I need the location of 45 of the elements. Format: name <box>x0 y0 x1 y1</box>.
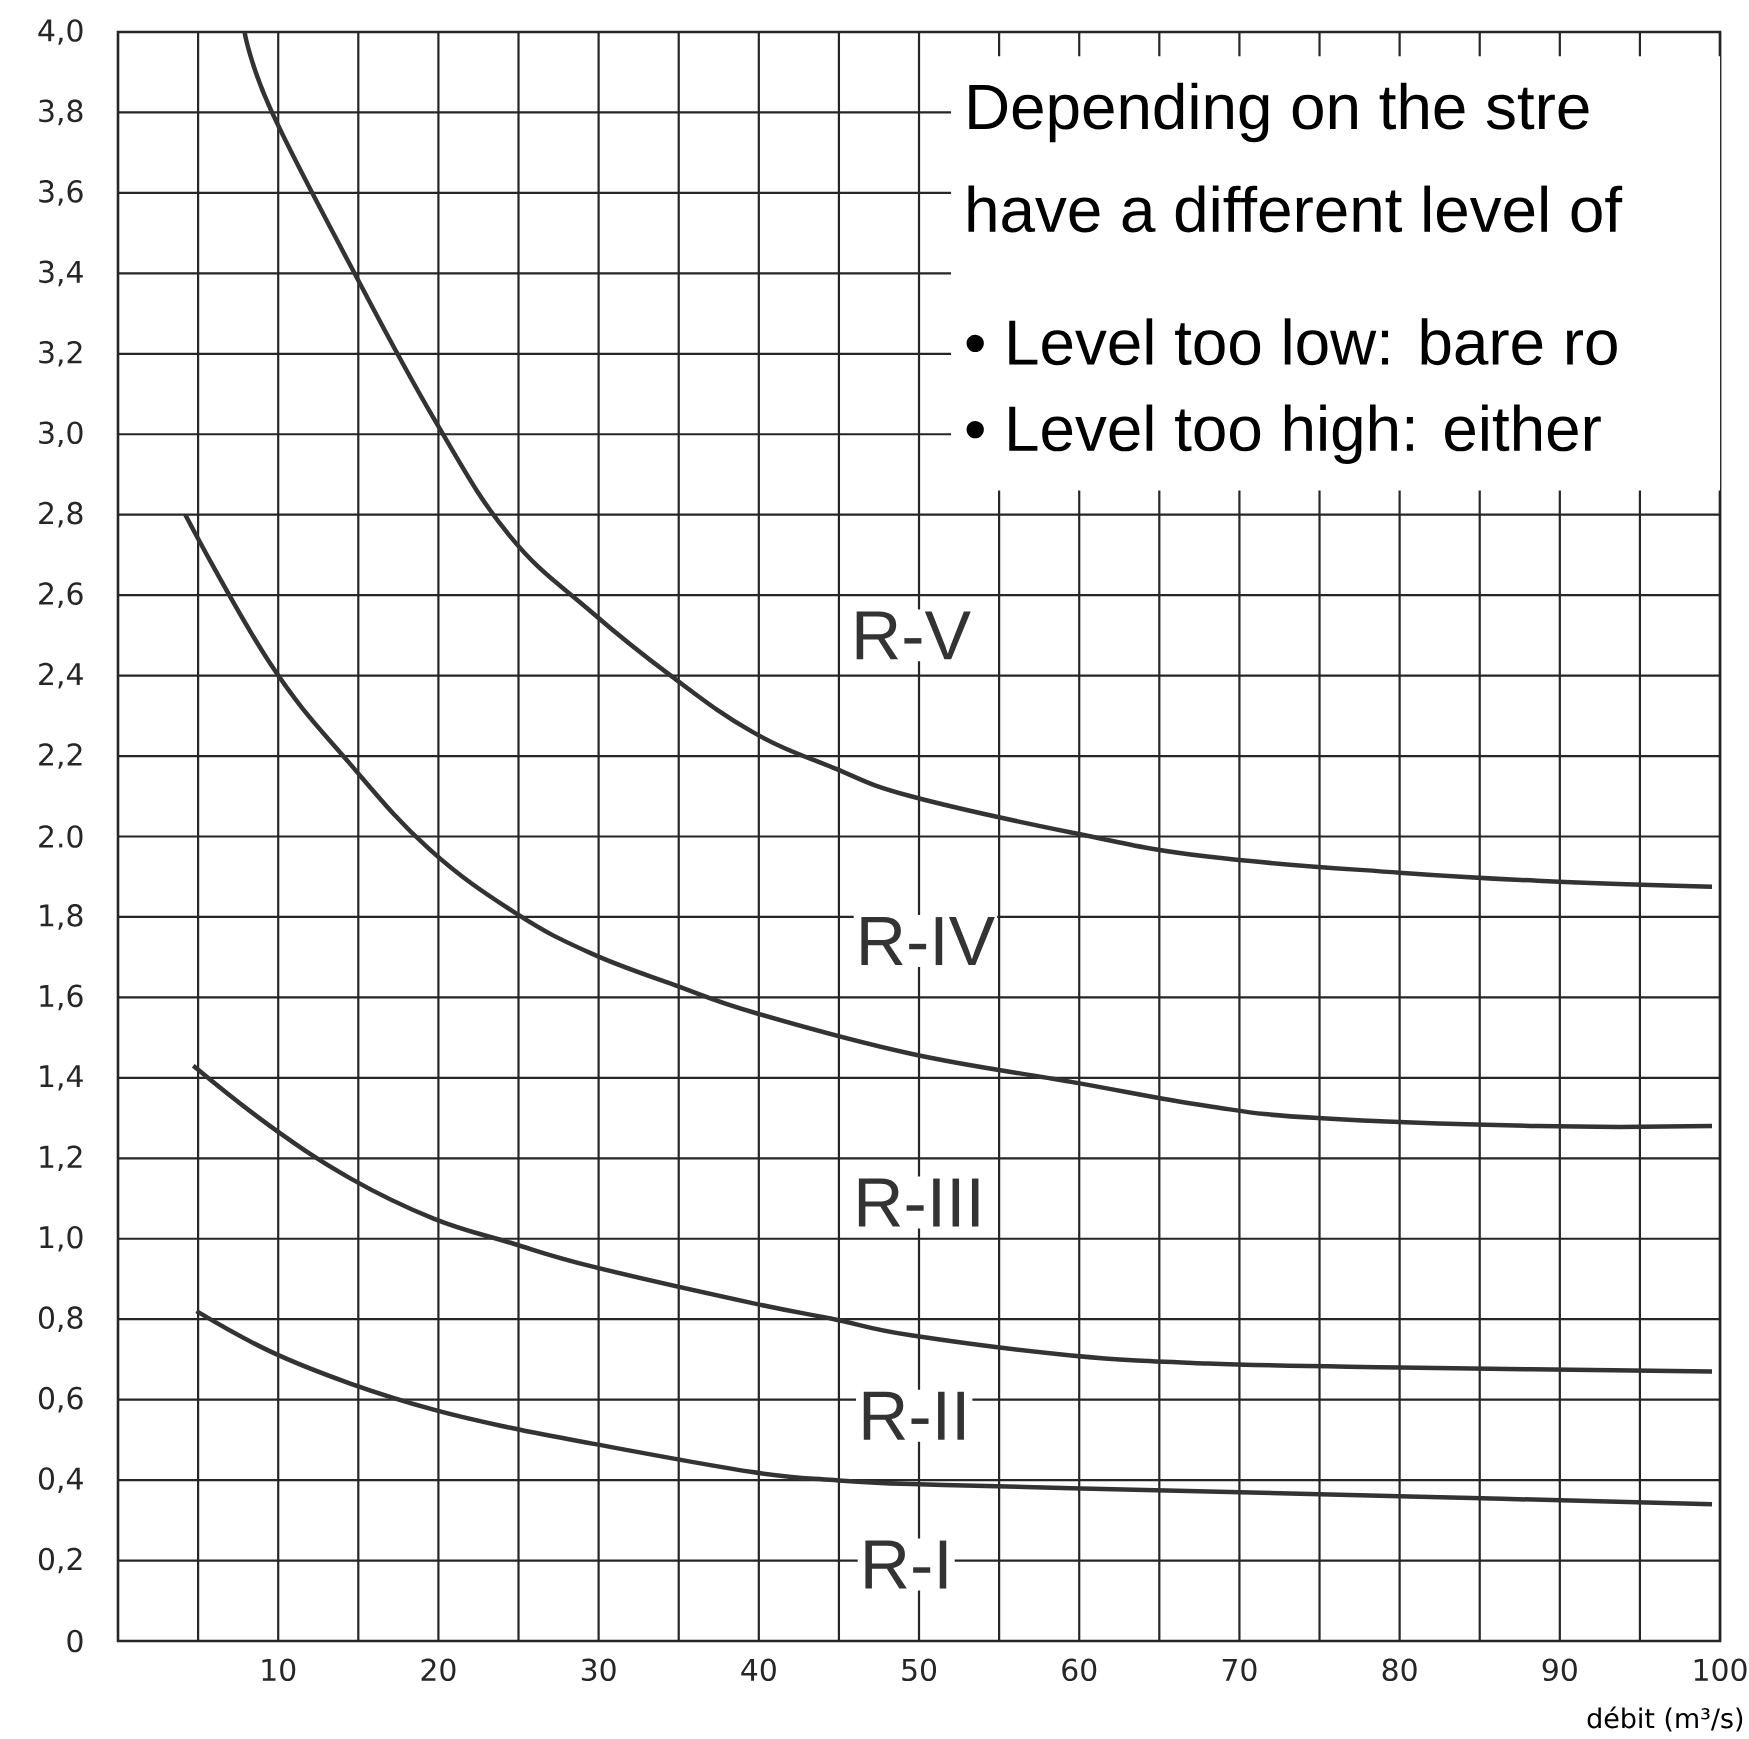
line-series <box>191 1063 1715 1374</box>
line-series <box>194 1308 1715 1507</box>
x-tick-label: 60 <box>1062 1658 1097 1682</box>
x-axis-title: débit (m³/s) <box>1587 1706 1743 1732</box>
annotation: • Level too high: either <box>966 404 1601 464</box>
annotation: • Level too low: bare ro <box>966 318 1617 366</box>
y-tick-label: 3,0 <box>39 421 83 448</box>
y-tick-label: 3,6 <box>39 180 83 206</box>
y-tick-label: 3,8 <box>39 99 83 126</box>
y-tick-label: 1,0 <box>40 1225 83 1252</box>
y-tick-label: 1,4 <box>40 1065 83 1091</box>
x-tick-label: 80 <box>1382 1658 1417 1682</box>
y-tick-label: 2,6 <box>39 582 83 608</box>
y-tick-label: 0,2 <box>38 1547 82 1574</box>
x-tick-label: 40 <box>741 1658 776 1682</box>
y-tick-label: 2.0 <box>39 825 83 848</box>
y-tick-label: 2,8 <box>39 501 83 528</box>
annotation: R-V <box>856 611 971 660</box>
annotation: R-I <box>865 1540 947 1589</box>
y-tick-label: 1,2 <box>40 1145 82 1172</box>
y-tick-label: 2,2 <box>39 743 82 769</box>
y-tick-label: 0,6 <box>38 1386 83 1413</box>
y-tick-label: 1,6 <box>40 984 83 1011</box>
y-tick-label: 3,4 <box>39 260 83 287</box>
y-tick-label: 4,0 <box>38 19 83 45</box>
line-series <box>183 512 1715 1130</box>
annotation: Depending on the stre <box>969 82 1589 143</box>
line-series <box>242 29 1715 890</box>
x-tick-label: 70 <box>1222 1658 1257 1682</box>
annotation: R-III <box>858 1178 979 1227</box>
annotation: have a different level of <box>968 185 1623 233</box>
y-tick-label: 0,8 <box>38 1306 83 1333</box>
y-tick-label: 0,4 <box>38 1467 83 1493</box>
x-tick-label: 20 <box>421 1658 456 1682</box>
y-tick-label: 3,2 <box>39 340 82 367</box>
annotation: R-IV <box>861 917 995 966</box>
x-tick-label: 90 <box>1542 1658 1577 1682</box>
y-tick-label: 0 <box>67 1629 83 1653</box>
x-tick-label: 50 <box>902 1658 937 1682</box>
x-tick-label: 100 <box>1694 1658 1747 1682</box>
x-tick-label: 10 <box>262 1658 296 1682</box>
y-tick-label: 2,4 <box>39 662 83 689</box>
x-tick-label: 30 <box>581 1658 616 1682</box>
annotation: R-II <box>863 1391 964 1440</box>
y-tick-label: 1,8 <box>40 904 83 930</box>
